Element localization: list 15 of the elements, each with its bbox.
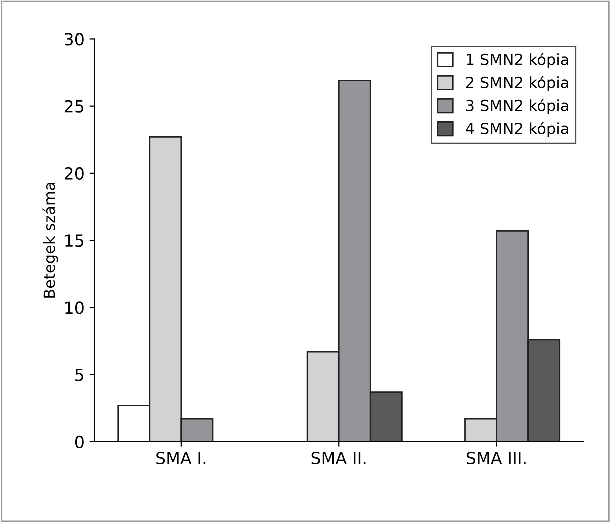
- legend-label: 4 SMN2 kópia: [466, 122, 568, 138]
- y-tick-label: 15: [66, 234, 84, 248]
- y-tick-label: 25: [64, 100, 84, 113]
- y-tick-label: 10: [66, 302, 84, 314]
- x-tick-label: SMA III.: [467, 452, 526, 465]
- x-tick-label: SMA II.: [312, 452, 366, 465]
- y-axis-title: Betegek száma: [42, 183, 58, 298]
- y-tick-label: 0: [75, 436, 84, 449]
- x-tick-label: SMA I.: [156, 452, 206, 465]
- y-tick-label: 5: [76, 369, 84, 382]
- y-tick-label: 30: [65, 33, 84, 46]
- legend-label: 3 SMN2 kópia: [466, 99, 568, 114]
- legend-label: 1 SMN2 kópia: [467, 52, 568, 68]
- y-tick-label: 20: [64, 167, 84, 180]
- legend-label: 2 SMN2 kópia: [466, 76, 568, 92]
